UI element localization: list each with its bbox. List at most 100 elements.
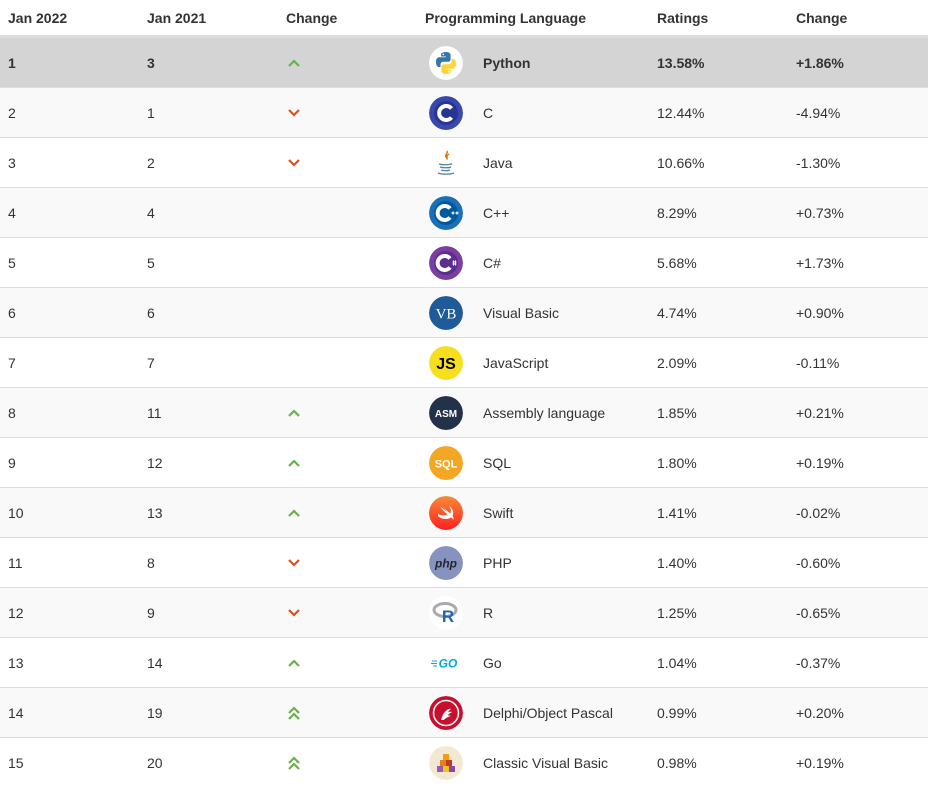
table-row: 2 1 C 12.44% -4.94% [0,87,928,137]
table-row: 8 11 ASM Assembly language 1.85% +0.21% [0,387,928,437]
svg-text:JS: JS [436,356,456,373]
rating-change: +1.86% [796,54,844,71]
language-name[interactable]: Assembly language [483,404,606,421]
language-cell: Classic Visual Basic [429,745,609,780]
language-name[interactable]: Java [483,154,513,171]
rating-change: -0.02% [796,504,841,521]
rank-previous: 11 [147,404,162,421]
header-change-position[interactable]: Change [286,9,338,26]
table-row: 4 4 C++ 8.29% +0.73% [0,187,928,237]
rank-current: 7 [8,354,16,371]
rating-change: +0.90% [796,304,844,321]
rank-previous: 1 [147,104,155,121]
arrow-down-icon [287,106,301,120]
arrow-down-icon [287,606,301,620]
svg-text:php: php [434,556,457,570]
classic-vb-icon [429,745,463,780]
table-row: 7 7 JS JavaScript 2.09% -0.11% [0,337,928,387]
header-programming-language[interactable]: Programming Language [425,9,587,26]
rating-change: -1.30% [796,154,841,171]
javascript-icon: JS [429,345,463,380]
rating-change: +1.73% [796,254,844,271]
rating-value: 1.41% [657,504,697,521]
c-icon [429,95,463,130]
language-name[interactable]: JavaScript [483,354,549,371]
language-name[interactable]: C++ [483,204,510,221]
language-cell: GO Go [429,645,502,680]
rank-previous: 13 [147,504,163,521]
assembly-icon: ASM [429,395,463,430]
table-row: 3 2 Java 10.66% -1.30% [0,137,928,187]
svg-text:ASM: ASM [435,409,457,420]
table-row: 1 3 Python 13.58% +1.86% [0,37,928,87]
language-name[interactable]: Swift [483,504,514,521]
csharp-icon [429,245,463,280]
rank-previous: 4 [147,204,155,221]
language-cell: ASM Assembly language [429,395,606,430]
language-name[interactable]: Classic Visual Basic [483,754,609,771]
header-jan-2021[interactable]: Jan 2021 [147,9,207,26]
rating-change: +0.19% [796,754,844,771]
language-cell: C [429,95,494,130]
go-icon: GO [429,645,463,680]
rating-value: 2.09% [657,354,697,371]
language-name[interactable]: C# [483,254,501,271]
language-cell: SQL SQL [429,445,512,480]
header-jan-2022[interactable]: Jan 2022 [8,9,68,26]
python-icon [429,45,463,80]
rank-current: 4 [8,204,16,221]
rating-value: 1.04% [657,654,697,671]
rating-value: 1.25% [657,604,697,621]
table-row: 15 20 Classic Visual Basic 0.98% +0.19% [0,737,928,787]
language-name[interactable]: C [483,104,494,121]
table-row: 12 9 R R 1.25% -0.65% [0,587,928,637]
header-rating-change[interactable]: Change [796,9,848,26]
language-cell: php PHP [429,545,512,580]
language-name[interactable]: Visual Basic [483,304,560,321]
language-name[interactable]: Python [483,54,531,71]
delphi-icon [429,695,463,730]
language-name[interactable]: SQL [483,454,512,471]
rating-change: -0.60% [796,554,841,571]
table-row: 5 5 C# 5.68% +1.73% [0,237,928,287]
sql-icon: SQL [429,445,463,480]
tiobe-ranking-table: Jan 2022 Jan 2021 Change Programming Lan… [0,0,928,780]
table-header: Jan 2022 Jan 2021 Change Programming Lan… [0,0,928,37]
header-ratings[interactable]: Ratings [657,9,709,26]
language-name[interactable]: R [483,604,494,621]
swift-icon [429,495,463,530]
rank-previous: 9 [147,604,155,621]
rank-current: 2 [8,104,16,121]
r-icon: R [429,595,463,630]
language-name[interactable]: Go [483,654,502,671]
language-name[interactable]: PHP [483,554,512,571]
rank-previous: 12 [147,454,163,471]
rating-value: 1.80% [657,454,697,471]
language-cell: VB Visual Basic [429,295,560,330]
language-name[interactable]: Delphi/Object Pascal [483,704,613,721]
table-row: 13 14 GO Go 1.04% -0.37% [0,637,928,687]
language-cell: C# [429,245,501,280]
arrow-up-icon [287,656,301,670]
rank-current: 3 [8,154,16,171]
rank-current: 1 [8,54,16,71]
rating-value: 1.85% [657,404,697,421]
language-cell: Java [429,145,513,180]
rank-current: 9 [8,454,16,471]
rating-value: 0.99% [657,704,697,721]
rank-current: 15 [8,754,24,771]
rank-previous: 2 [147,154,155,171]
rank-previous: 5 [147,254,155,271]
double-arrow-up-icon [287,705,301,720]
svg-text:SQL: SQL [435,458,458,470]
rank-current: 14 [8,704,24,721]
rank-previous: 20 [147,754,163,771]
visual-basic-icon: VB [429,295,463,330]
rating-value: 0.98% [657,754,697,771]
rank-previous: 14 [147,654,163,671]
php-icon: php [429,545,463,580]
rank-current: 5 [8,254,16,271]
language-cell: JS JavaScript [429,345,549,380]
rating-value: 10.66% [657,154,705,171]
rank-current: 10 [8,504,24,521]
